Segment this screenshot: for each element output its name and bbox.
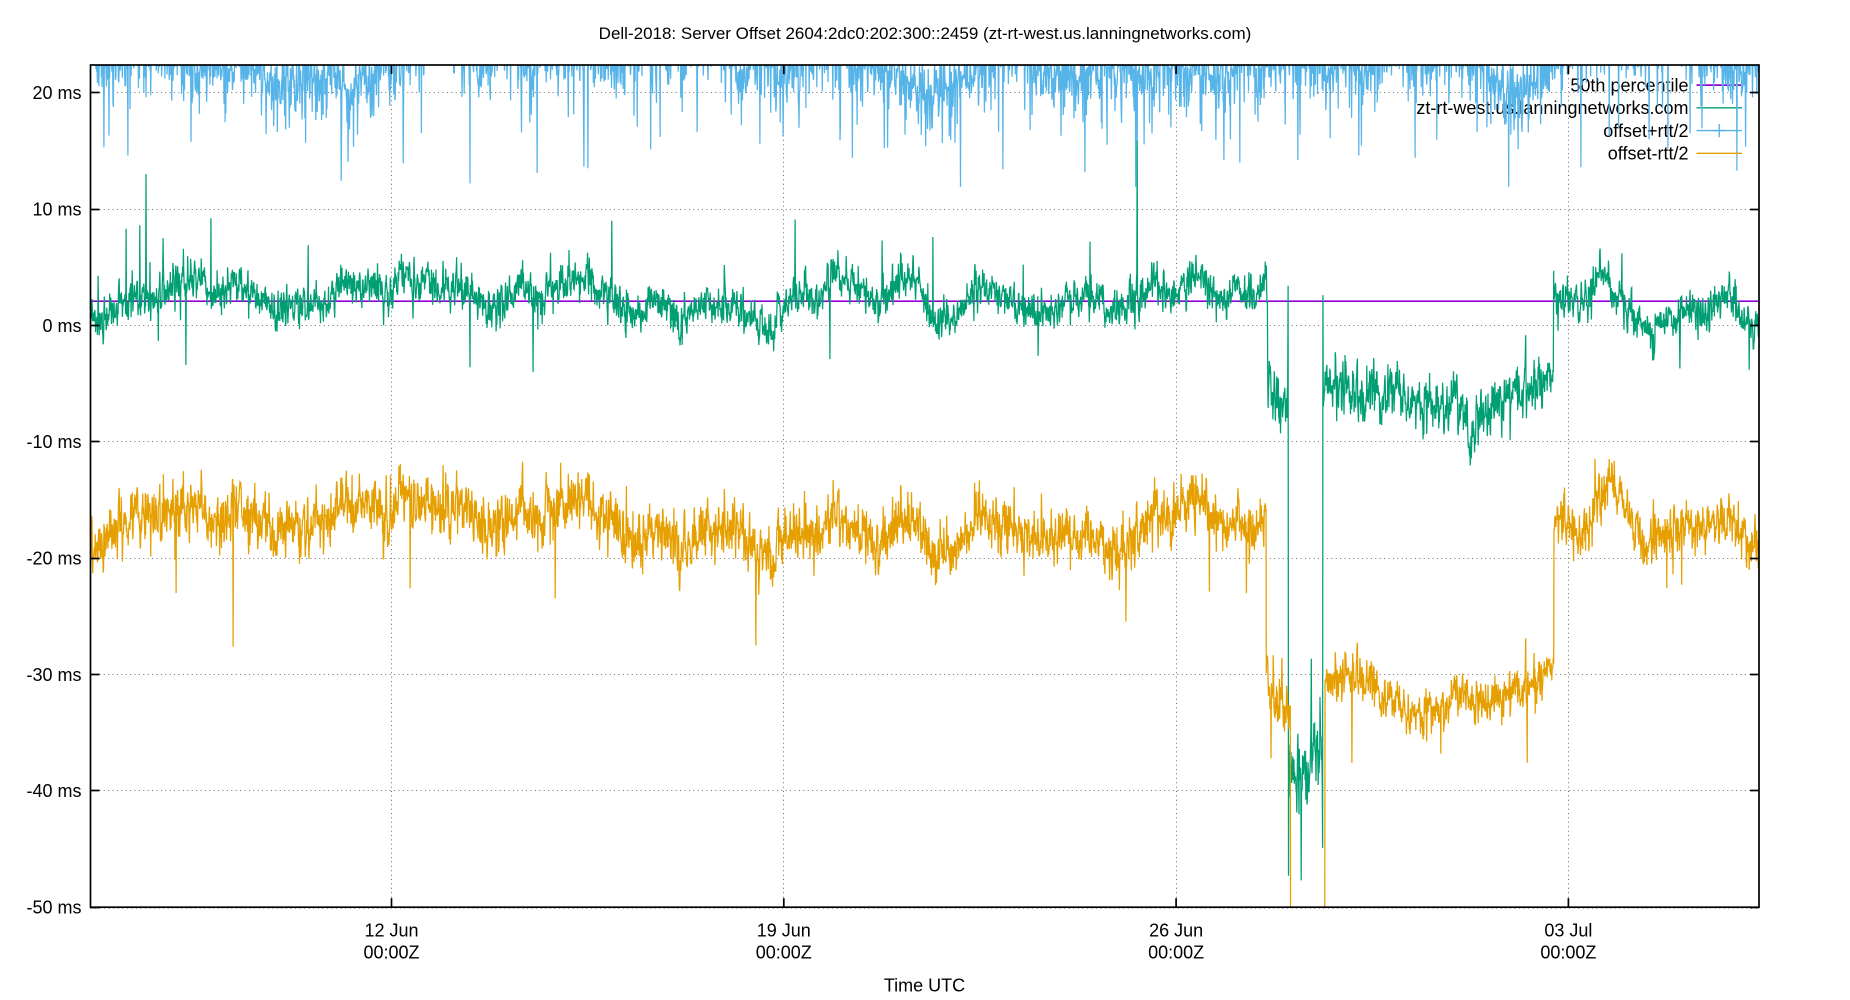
svg-text:zt-rt-west.us.lanningnetworks.: zt-rt-west.us.lanningnetworks.com bbox=[1416, 98, 1688, 118]
svg-text:-50 ms: -50 ms bbox=[26, 898, 81, 918]
svg-text:0 ms: 0 ms bbox=[42, 316, 81, 336]
svg-text:Dell-2018: Server Offset 2604:: Dell-2018: Server Offset 2604:2dc0:202:3… bbox=[599, 24, 1252, 43]
svg-text:20 ms: 20 ms bbox=[32, 83, 81, 103]
svg-text:offset+rtt/2: offset+rtt/2 bbox=[1603, 121, 1688, 141]
svg-text:00:00Z: 00:00Z bbox=[363, 943, 419, 963]
svg-text:10 ms: 10 ms bbox=[32, 199, 81, 219]
svg-text:-10 ms: -10 ms bbox=[26, 432, 81, 452]
svg-text:-20 ms: -20 ms bbox=[26, 549, 81, 569]
svg-text:12 Jun: 12 Jun bbox=[364, 921, 418, 941]
svg-text:03 Jul: 03 Jul bbox=[1544, 921, 1592, 941]
svg-text:-30 ms: -30 ms bbox=[26, 665, 81, 685]
svg-text:-40 ms: -40 ms bbox=[26, 781, 81, 801]
svg-text:50th percentile: 50th percentile bbox=[1570, 76, 1688, 96]
svg-text:00:00Z: 00:00Z bbox=[1148, 943, 1204, 963]
svg-text:offset-rtt/2: offset-rtt/2 bbox=[1608, 144, 1689, 164]
svg-text:19 Jun: 19 Jun bbox=[757, 921, 811, 941]
svg-text:26 Jun: 26 Jun bbox=[1149, 921, 1203, 941]
svg-text:00:00Z: 00:00Z bbox=[1540, 943, 1596, 963]
svg-text:Time UTC: Time UTC bbox=[884, 976, 965, 996]
svg-text:00:00Z: 00:00Z bbox=[756, 943, 812, 963]
